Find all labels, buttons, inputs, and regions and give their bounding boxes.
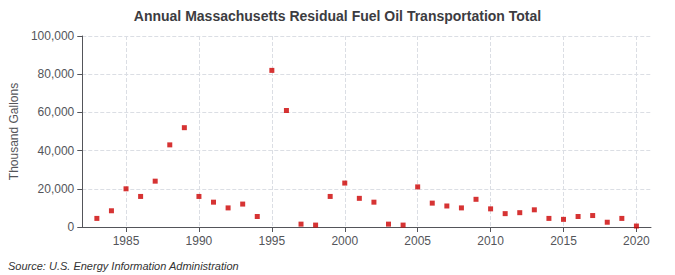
- svg-text:100,000: 100,000: [31, 29, 75, 43]
- svg-text:60,000: 60,000: [38, 105, 75, 119]
- svg-text:2020: 2020: [623, 234, 650, 248]
- svg-text:Source: U.S. Energy Informatio: Source: U.S. Energy Information Administ…: [8, 260, 239, 272]
- svg-text:Thousand Gallons: Thousand Gallons: [7, 83, 21, 180]
- svg-text:Annual Massachusetts Residual: Annual Massachusetts Residual Fuel Oil T…: [134, 8, 541, 24]
- svg-text:80,000: 80,000: [38, 67, 75, 81]
- svg-text:1995: 1995: [258, 234, 285, 248]
- svg-text:20,000: 20,000: [38, 182, 75, 196]
- svg-text:2005: 2005: [404, 234, 431, 248]
- svg-text:1985: 1985: [113, 234, 140, 248]
- svg-text:2000: 2000: [331, 234, 358, 248]
- svg-text:2010: 2010: [477, 234, 504, 248]
- svg-text:0: 0: [68, 220, 75, 234]
- svg-text:40,000: 40,000: [38, 144, 75, 158]
- svg-text:1990: 1990: [186, 234, 213, 248]
- svg-text:2015: 2015: [550, 234, 577, 248]
